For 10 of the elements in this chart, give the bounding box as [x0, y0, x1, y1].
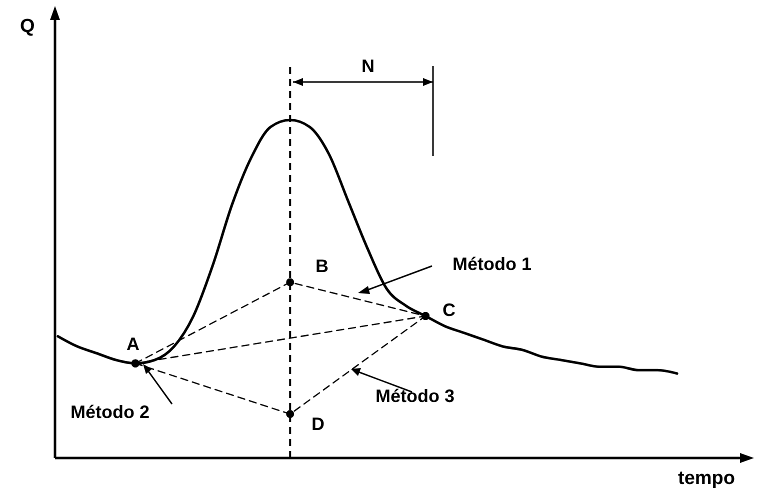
- x-axis-title: tempo: [678, 468, 735, 489]
- annotation: A: [126, 334, 140, 354]
- annotation: C: [442, 300, 456, 320]
- y-axis-title: Q: [20, 16, 35, 37]
- annotation: Método 2: [70, 402, 150, 422]
- text: N: [362, 56, 374, 76]
- annotation: Método 3: [376, 386, 454, 406]
- annotation: D: [312, 414, 324, 434]
- annotation: B: [316, 256, 328, 276]
- annotation: Método 1: [452, 254, 532, 274]
